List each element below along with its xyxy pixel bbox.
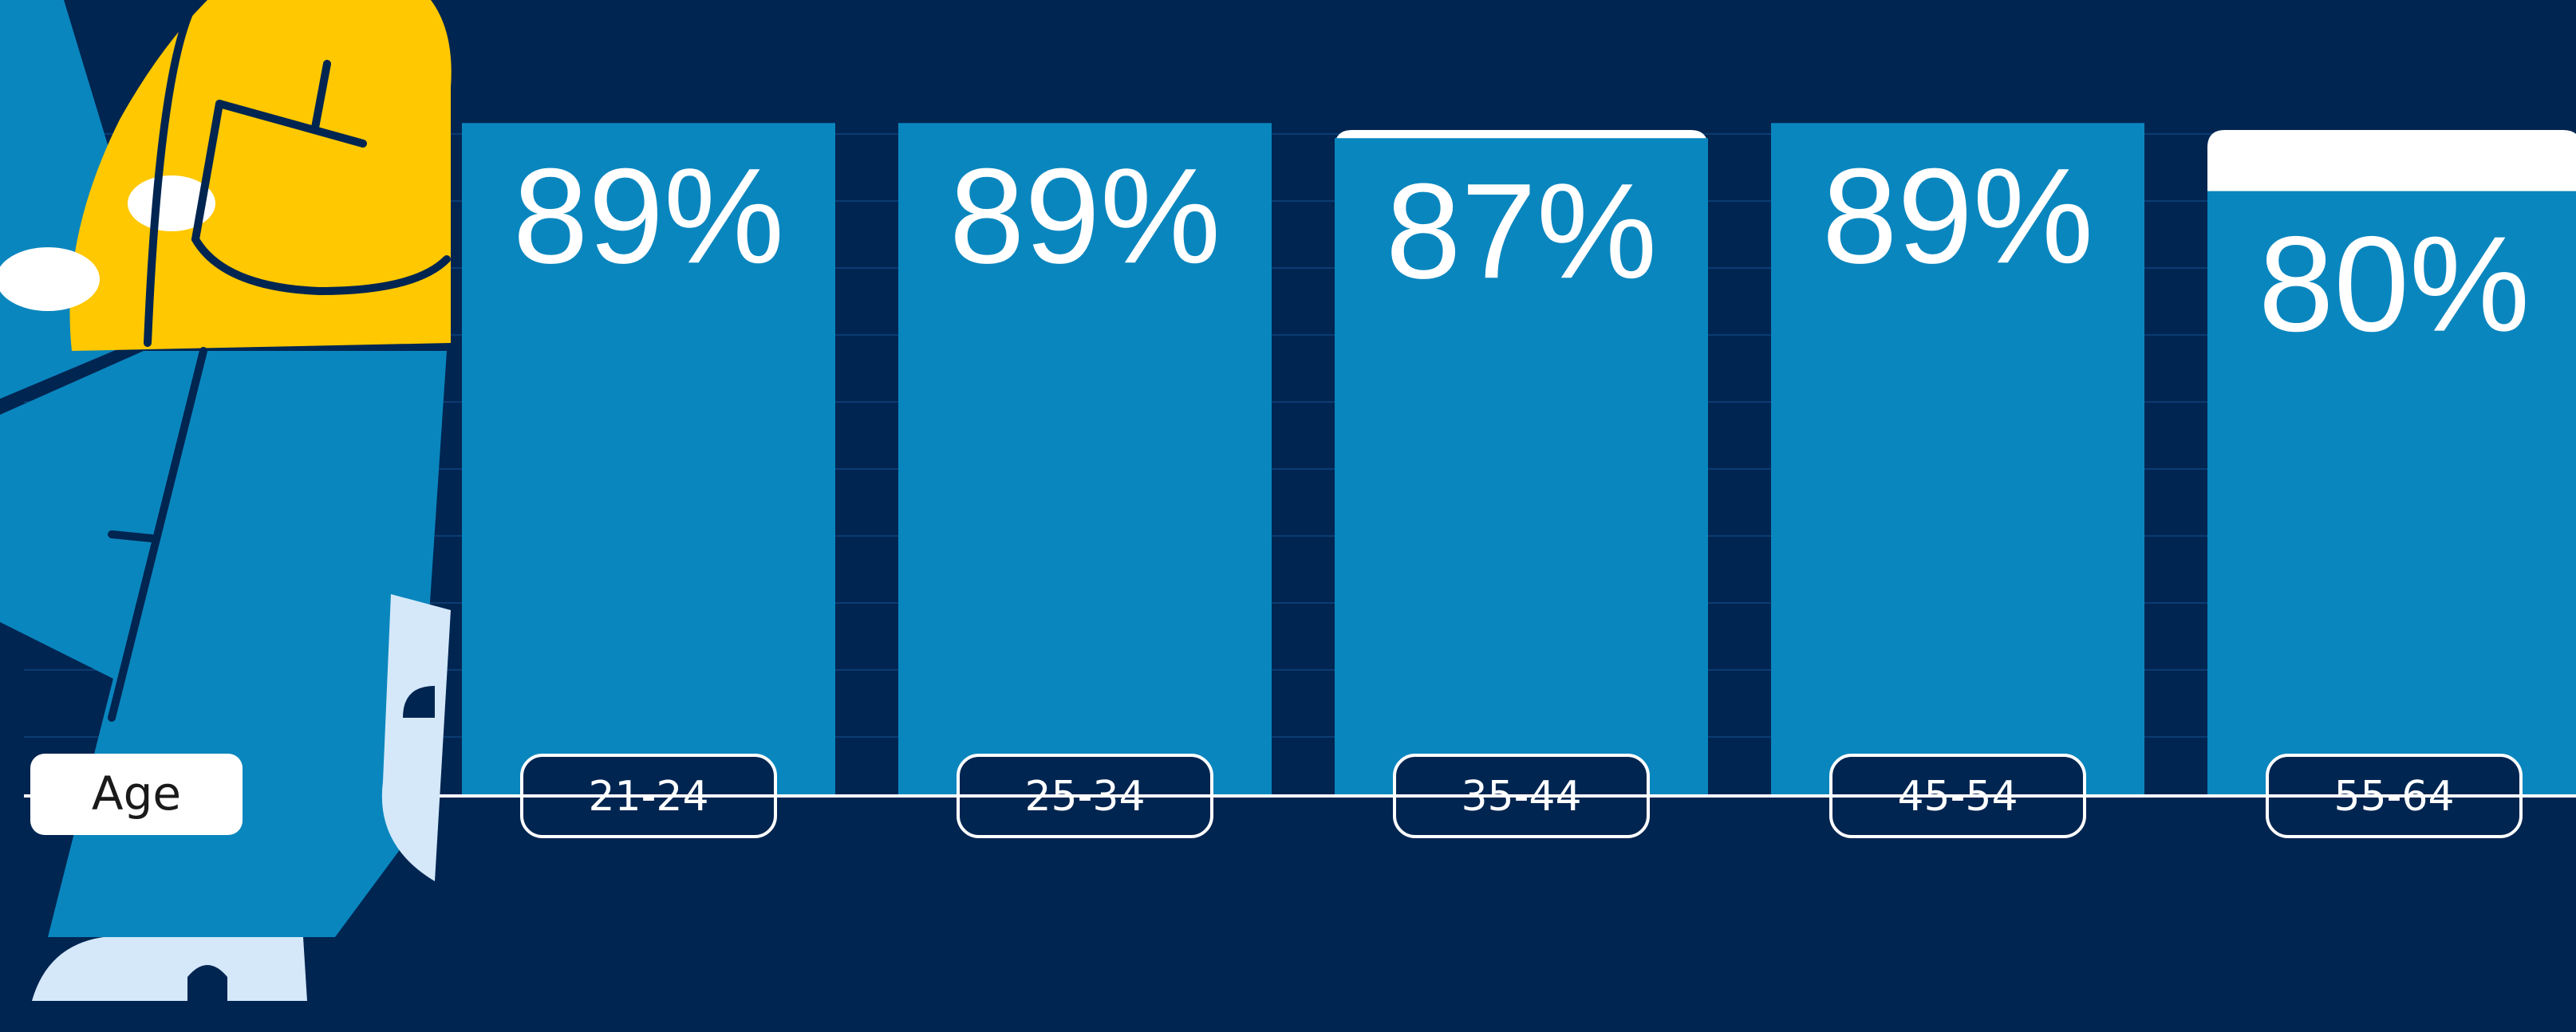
bar: [462, 123, 835, 796]
bar-value-label: 89%: [1822, 140, 2093, 292]
bar-group-55-64: 80%55-64: [2207, 130, 2576, 838]
illustration-shoe-gap: [187, 965, 227, 1001]
illustration-back-shoe: [381, 594, 451, 881]
x-axis-label-box: [30, 754, 243, 835]
bar-value-label: 89%: [513, 140, 784, 292]
person-illustration: [0, 0, 452, 1001]
bar: [898, 123, 1272, 796]
illustration-torso: [69, 0, 452, 351]
bar-value-label: 80%: [2258, 209, 2530, 360]
illustration-sleeve: [0, 351, 160, 702]
bar: [1771, 123, 2144, 796]
bar-group-45-54: 89%45-54: [1771, 123, 2144, 838]
illustration-outline: [108, 0, 451, 722]
x-axis-label: Age: [92, 766, 181, 821]
bar-group-25-34: 89%25-34: [898, 123, 1272, 838]
illustration-hand: [128, 175, 215, 231]
bar: [2207, 191, 2576, 797]
illustration-heel-notch: [403, 686, 435, 718]
bar-value-label: 89%: [949, 140, 1221, 292]
illustration-shoe: [32, 937, 307, 1001]
bar-value-label: 87%: [1386, 156, 1657, 307]
illustration-cuff: [0, 247, 100, 311]
bar-group-35-44: 87%35-44: [1335, 130, 1708, 838]
x-axis-label-pill: Age: [30, 754, 243, 835]
bar: [1335, 138, 1708, 797]
bar-group-21-24: 89%21-24: [462, 123, 835, 838]
